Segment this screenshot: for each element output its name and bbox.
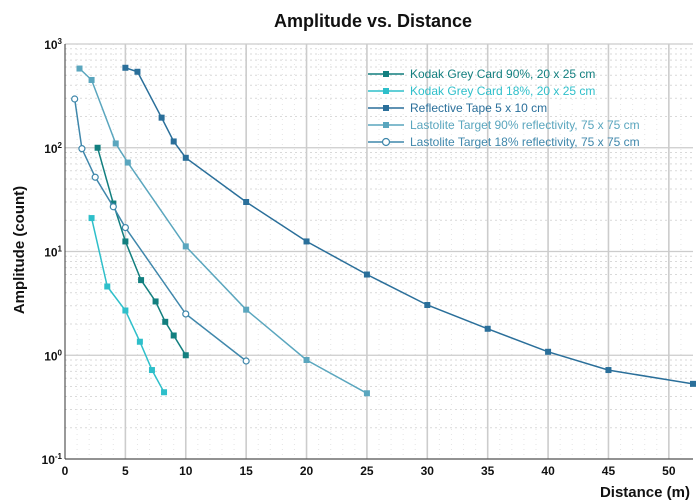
legend-label: Lastolite Target 90% reflectivity, 75 x … bbox=[410, 118, 640, 132]
data-point bbox=[124, 159, 131, 166]
data-point bbox=[91, 173, 99, 181]
data-point bbox=[71, 95, 79, 103]
y-tick-label: 10-1 bbox=[42, 452, 63, 467]
data-point bbox=[605, 367, 612, 374]
data-point bbox=[484, 325, 491, 332]
y-tick-label: 101 bbox=[44, 245, 62, 260]
data-point bbox=[78, 145, 86, 153]
y-tick-label: 102 bbox=[44, 141, 62, 156]
legend: Kodak Grey Card 90%, 20 x 25 cm Kodak Gre… bbox=[368, 67, 640, 149]
data-point bbox=[170, 138, 177, 145]
data-point bbox=[134, 68, 141, 75]
x-axis-label: Distance (m) bbox=[600, 484, 690, 501]
legend-marker bbox=[381, 137, 391, 147]
x-tick-label: 15 bbox=[239, 464, 253, 478]
x-tick-label: 0 bbox=[62, 464, 69, 478]
series-5 bbox=[71, 95, 250, 365]
legend-entry: Kodak Grey Card 90%, 20 x 25 cm bbox=[368, 67, 595, 81]
series-2 bbox=[88, 215, 168, 396]
series-line bbox=[90, 217, 165, 393]
data-point bbox=[243, 306, 250, 313]
data-point bbox=[303, 238, 310, 245]
data-point bbox=[242, 357, 250, 365]
legend-entry: Lastolite Target 18% reflectivity, 75 x … bbox=[368, 135, 640, 149]
data-point bbox=[690, 380, 696, 387]
data-point bbox=[88, 76, 95, 83]
data-point bbox=[138, 277, 145, 284]
legend-entry: Reflective Tape 5 x 10 cm bbox=[368, 101, 547, 115]
x-tick-label: 25 bbox=[360, 464, 374, 478]
legend-marker bbox=[383, 105, 389, 111]
data-point bbox=[363, 390, 370, 397]
x-tick-label: 30 bbox=[421, 464, 435, 478]
data-point bbox=[424, 302, 431, 309]
data-point bbox=[162, 318, 169, 325]
x-tick-label: 35 bbox=[481, 464, 495, 478]
series-lines bbox=[71, 64, 696, 397]
data-point bbox=[112, 140, 119, 147]
legend-label: Kodak Grey Card 90%, 20 x 25 cm bbox=[410, 67, 595, 81]
series-3 bbox=[122, 64, 696, 387]
data-point bbox=[182, 310, 190, 318]
grid bbox=[65, 43, 693, 460]
data-point bbox=[545, 348, 552, 355]
data-point bbox=[121, 223, 129, 232]
data-point bbox=[148, 367, 155, 374]
x-tick-label: 50 bbox=[662, 464, 676, 478]
data-point bbox=[152, 298, 159, 305]
y-axis-label: Amplitude (count) bbox=[11, 186, 28, 314]
legend-marker bbox=[383, 71, 389, 77]
legend-label: Lastolite Target 18% reflectivity, 75 x … bbox=[410, 135, 640, 149]
chart-title: Amplitude vs. Distance bbox=[274, 11, 472, 31]
data-point bbox=[161, 389, 168, 396]
legend-label: Reflective Tape 5 x 10 cm bbox=[410, 101, 547, 115]
data-point bbox=[158, 114, 165, 121]
legend-label: Kodak Grey Card 18%, 20 x 25 cm bbox=[410, 84, 595, 98]
data-point bbox=[170, 332, 177, 339]
data-point bbox=[94, 144, 101, 151]
series-line bbox=[73, 98, 247, 362]
series-line bbox=[78, 67, 368, 394]
x-tick-label: 10 bbox=[179, 464, 193, 478]
data-point bbox=[363, 271, 370, 278]
data-point bbox=[104, 283, 111, 290]
data-point bbox=[136, 338, 143, 345]
y-tick-label: 100 bbox=[44, 348, 62, 363]
x-tick-label: 40 bbox=[541, 464, 555, 478]
data-point bbox=[303, 356, 310, 363]
axes: 0 5 10 15 20 25 30 35 40 45 50 10-1 100 101 102 103 bbox=[42, 37, 693, 478]
data-point bbox=[182, 243, 189, 250]
legend-marker bbox=[383, 122, 389, 128]
data-point bbox=[182, 154, 189, 161]
data-point bbox=[182, 352, 189, 359]
x-tick-label: 20 bbox=[300, 464, 314, 478]
x-tick-label: 5 bbox=[122, 464, 129, 478]
legend-entry: Kodak Grey Card 18%, 20 x 25 cm bbox=[368, 84, 595, 98]
data-point bbox=[122, 307, 129, 314]
legend-entry: Lastolite Target 90% reflectivity, 75 x … bbox=[368, 118, 640, 132]
series-4 bbox=[76, 65, 370, 397]
data-point bbox=[122, 238, 129, 245]
data-point bbox=[122, 64, 129, 71]
data-point bbox=[243, 198, 250, 205]
data-point bbox=[109, 203, 117, 211]
data-point bbox=[76, 65, 83, 72]
legend-marker bbox=[383, 88, 389, 94]
x-tick-label: 45 bbox=[602, 464, 616, 478]
data-point bbox=[88, 215, 95, 222]
y-tick-label: 103 bbox=[44, 37, 62, 52]
